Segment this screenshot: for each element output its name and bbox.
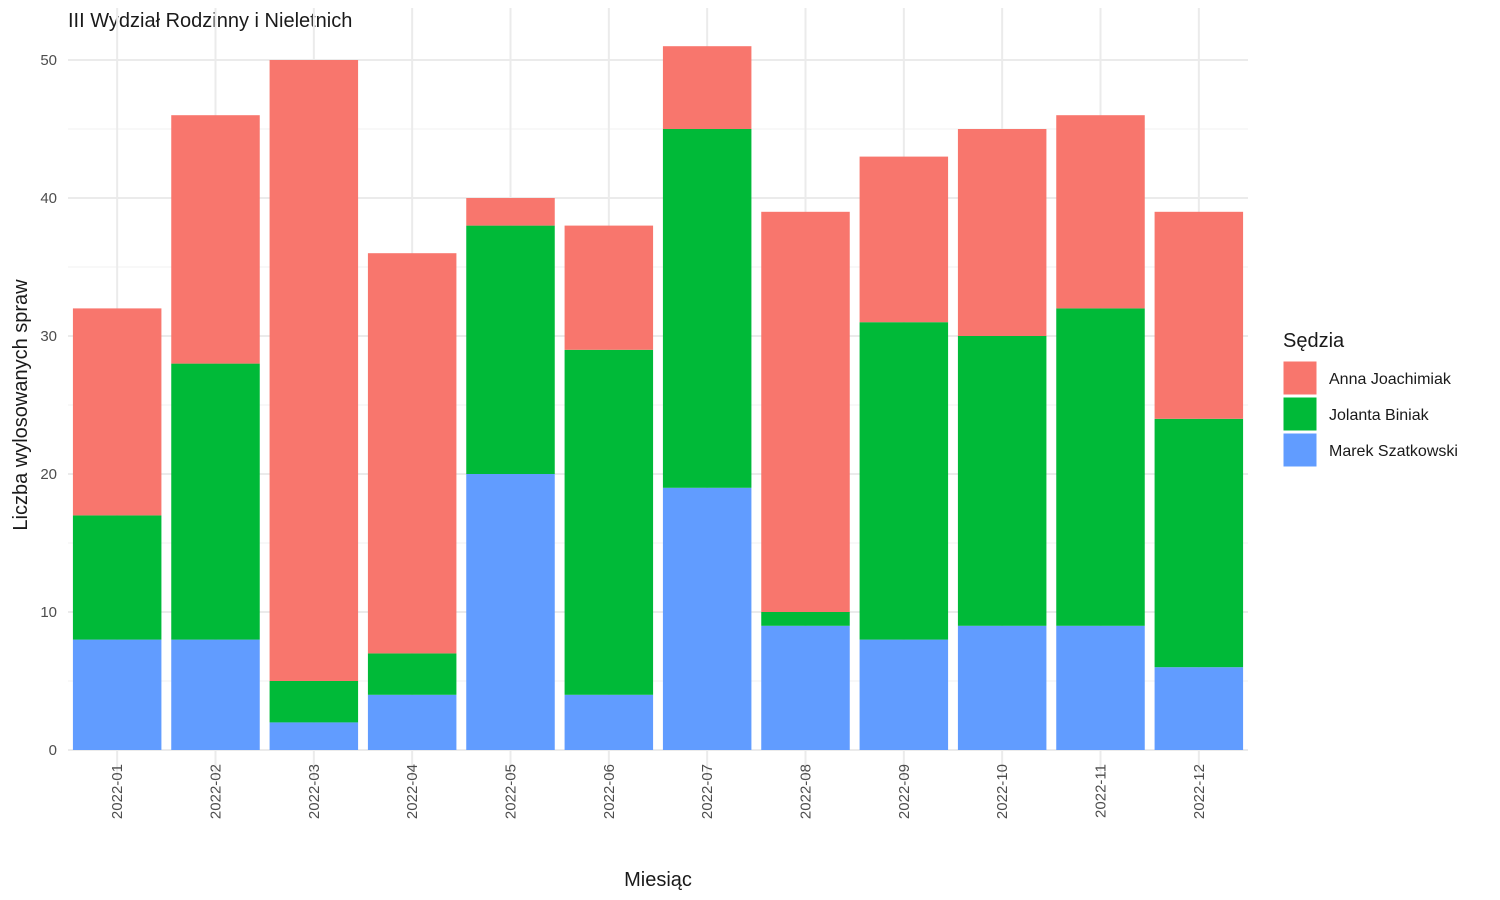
bar-marek-szatkowski-2022-05 — [466, 474, 555, 750]
x-tick-label: 2022-07 — [699, 764, 716, 819]
y-tick-label: 50 — [40, 52, 57, 69]
bar-jolanta-biniak-2022-12 — [1154, 418, 1244, 668]
bar-marek-szatkowski-2022-11 — [1056, 625, 1145, 750]
x-tick-label: 2022-03 — [306, 764, 323, 819]
x-tick-label: 2022-06 — [601, 764, 618, 819]
x-tick-label: 2022-04 — [404, 764, 421, 819]
bar-anna-joachimiak-2022-05 — [466, 198, 555, 226]
bar-marek-szatkowski-2022-08 — [761, 625, 850, 750]
bar-jolanta-biniak-2022-01 — [72, 515, 162, 640]
legend-label-marek-szatkowski: Marek Szatkowski — [1329, 443, 1458, 460]
bar-marek-szatkowski-2022-12 — [1154, 667, 1244, 750]
bars-layer — [72, 46, 1244, 750]
x-tick-label: 2022-02 — [208, 764, 225, 819]
bar-marek-szatkowski-2022-03 — [269, 722, 359, 750]
bar-anna-joachimiak-2022-12 — [1154, 211, 1244, 419]
y-tick-label: 20 — [40, 466, 57, 483]
bar-anna-joachimiak-2022-06 — [564, 225, 654, 350]
bar-anna-joachimiak-2022-03 — [269, 60, 359, 681]
x-tick-label: 2022-12 — [1191, 764, 1208, 819]
bar-marek-szatkowski-2022-04 — [367, 694, 457, 750]
bar-jolanta-biniak-2022-02 — [171, 363, 260, 640]
x-tick-label: 2022-01 — [109, 764, 126, 819]
bar-jolanta-biniak-2022-09 — [859, 322, 949, 640]
legend-label-jolanta-biniak: Jolanta Biniak — [1329, 407, 1430, 424]
bar-jolanta-biniak-2022-11 — [1056, 308, 1145, 626]
bar-anna-joachimiak-2022-01 — [72, 308, 162, 516]
chart-title: III Wydział Rodzinny i Nieletnich — [68, 10, 352, 32]
y-axis-title: Liczba wylosowanych spraw — [10, 279, 32, 531]
bar-anna-joachimiak-2022-02 — [171, 115, 260, 364]
bar-jolanta-biniak-2022-04 — [367, 653, 457, 695]
y-tick-labels: 0 10 20 30 40 50 — [40, 52, 57, 759]
legend-title: Sędzia — [1283, 330, 1345, 352]
bar-marek-szatkowski-2022-09 — [859, 639, 949, 750]
y-tick-label: 30 — [40, 328, 57, 345]
bar-jolanta-biniak-2022-08 — [761, 612, 850, 626]
x-tick-label: 2022-08 — [798, 764, 815, 819]
bar-marek-szatkowski-2022-02 — [171, 639, 260, 750]
bar-jolanta-biniak-2022-03 — [269, 681, 359, 723]
bar-anna-joachimiak-2022-07 — [662, 46, 752, 130]
bar-anna-joachimiak-2022-10 — [957, 129, 1047, 336]
bar-jolanta-biniak-2022-06 — [564, 349, 654, 695]
x-tick-labels: 2022-01 2022-02 2022-03 2022-04 2022-05 2022-… — [109, 764, 1208, 819]
bar-jolanta-biniak-2022-05 — [466, 225, 555, 474]
y-tick-label: 10 — [40, 604, 57, 621]
bar-jolanta-biniak-2022-07 — [662, 129, 752, 488]
legend: Sędzia Anna Joachimiak Jolanta Biniak Mare… — [1282, 330, 1458, 468]
x-tick-label: 2022-11 — [1093, 764, 1110, 818]
x-tick-label: 2022-09 — [896, 764, 913, 819]
bar-jolanta-biniak-2022-10 — [957, 336, 1047, 626]
bar-marek-szatkowski-2022-06 — [564, 694, 654, 750]
bar-anna-joachimiak-2022-04 — [367, 253, 457, 654]
bar-marek-szatkowski-2022-07 — [662, 487, 752, 750]
x-axis-title: Miesiąc — [624, 869, 692, 891]
x-tick-label: 2022-10 — [994, 764, 1011, 819]
legend-key-marek-szatkowski — [1282, 432, 1318, 468]
y-tick-label: 0 — [49, 742, 57, 759]
legend-label-anna-joachimiak: Anna Joachimiak — [1329, 371, 1452, 388]
legend-key-anna-joachimiak — [1282, 360, 1318, 396]
legend-key-jolanta-biniak — [1282, 396, 1318, 432]
bar-anna-joachimiak-2022-08 — [761, 211, 850, 613]
bar-marek-szatkowski-2022-01 — [72, 639, 162, 750]
bar-anna-joachimiak-2022-09 — [859, 156, 949, 323]
y-tick-label: 40 — [40, 190, 57, 207]
bar-anna-joachimiak-2022-11 — [1056, 115, 1145, 309]
x-tick-label: 2022-05 — [503, 764, 520, 819]
bar-marek-szatkowski-2022-10 — [957, 625, 1047, 750]
